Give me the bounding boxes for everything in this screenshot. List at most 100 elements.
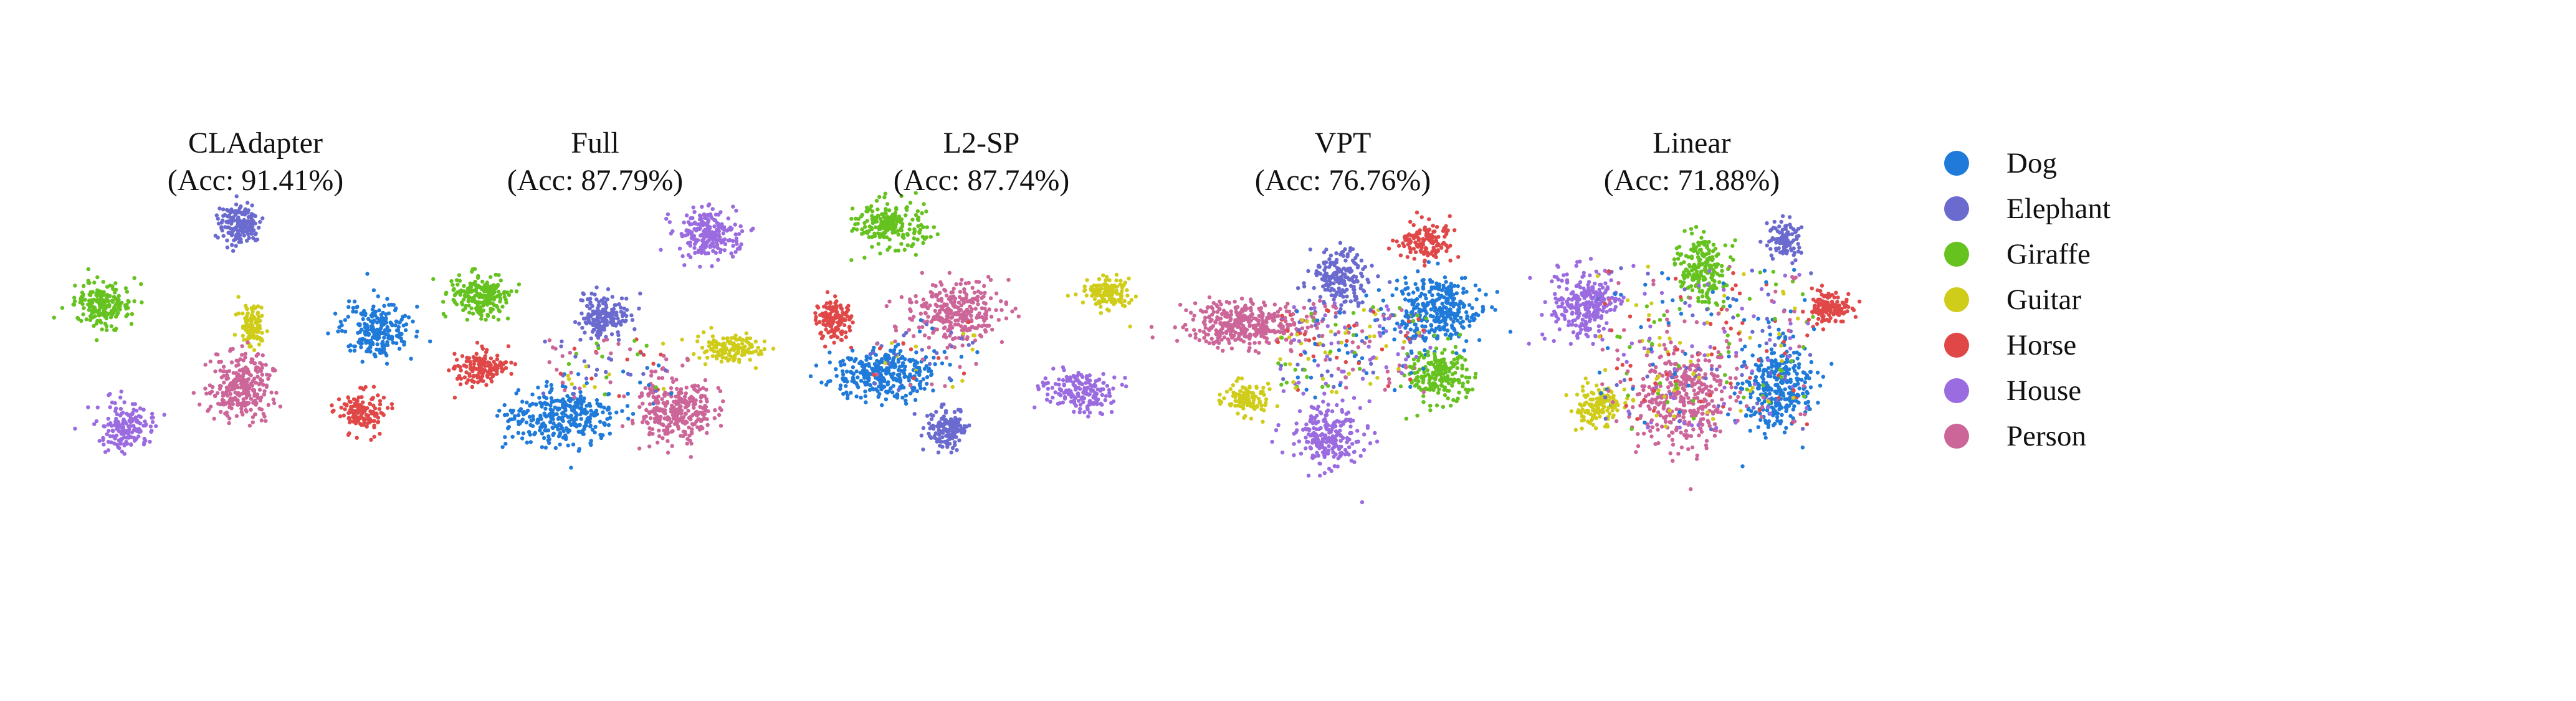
point-guitar	[259, 337, 264, 341]
point-dog	[371, 304, 376, 308]
point-horse	[368, 402, 372, 406]
point-giraffe	[882, 195, 887, 199]
point-guitar	[593, 385, 597, 389]
point-elephant	[225, 238, 229, 243]
point-person	[926, 315, 930, 319]
point-person	[675, 401, 680, 405]
point-house	[118, 440, 123, 444]
point-giraffe	[454, 278, 459, 282]
point-elephant	[940, 429, 944, 434]
point-person	[704, 388, 708, 392]
point-person	[1208, 319, 1213, 323]
point-dog	[374, 347, 379, 352]
point-dog	[360, 341, 364, 346]
point-guitar	[707, 344, 712, 348]
point-horse	[471, 355, 476, 360]
point-dog	[595, 401, 599, 406]
point-person	[272, 401, 277, 406]
point-person	[203, 363, 208, 367]
point-dog	[543, 446, 548, 450]
point-giraffe	[874, 225, 878, 229]
point-person	[973, 307, 978, 311]
point-house	[136, 434, 141, 439]
point-house	[710, 264, 714, 269]
point-house	[1076, 394, 1080, 398]
point-giraffe	[482, 300, 486, 304]
point-person	[1247, 341, 1252, 346]
point-horse	[366, 413, 371, 417]
point-house	[121, 419, 126, 423]
point-house	[685, 232, 690, 237]
point-giraffe	[449, 279, 454, 284]
point-horse	[1429, 236, 1433, 241]
point-person	[948, 333, 952, 338]
point-giraffe	[899, 194, 904, 198]
point-person	[1239, 318, 1244, 323]
point-dog	[854, 394, 859, 399]
point-person	[702, 394, 707, 398]
point-elephant	[1348, 266, 1352, 270]
point-dog	[359, 338, 364, 343]
point-guitar	[1133, 294, 1138, 298]
point-dog	[393, 308, 398, 313]
point-giraffe	[88, 314, 93, 318]
point-person	[666, 431, 670, 435]
point-dog	[844, 377, 848, 381]
point-person	[1010, 309, 1014, 313]
point-person	[917, 325, 922, 330]
point-elephant	[1334, 277, 1338, 282]
point-house	[130, 412, 135, 417]
point-dog	[824, 383, 829, 387]
point-house	[1085, 374, 1089, 378]
point-elephant	[588, 306, 592, 311]
point-giraffe	[893, 225, 898, 229]
point-giraffe	[912, 236, 917, 241]
point-giraffe	[600, 355, 604, 359]
point-person	[1211, 340, 1216, 345]
point-dog	[575, 424, 579, 429]
point-person	[206, 409, 210, 413]
point-giraffe	[924, 235, 928, 239]
point-person	[243, 355, 247, 360]
point-elephant	[933, 431, 938, 436]
point-dog	[584, 404, 589, 408]
point-elephant	[1348, 284, 1353, 288]
point-house	[1076, 385, 1081, 390]
point-dog	[567, 419, 571, 424]
point-giraffe	[862, 255, 867, 260]
point-guitar	[259, 305, 264, 310]
point-horse	[1401, 241, 1405, 246]
point-house	[127, 434, 131, 439]
point-person	[983, 328, 988, 332]
point-giraffe	[877, 194, 882, 199]
point-person	[219, 375, 224, 379]
point-elephant	[944, 434, 948, 438]
point-dog	[415, 329, 419, 334]
point-giraffe	[105, 304, 110, 309]
point-elephant	[1331, 275, 1335, 279]
point-person	[685, 437, 690, 441]
point-guitar	[707, 340, 712, 345]
point-house	[117, 421, 121, 426]
point-giraffe	[95, 275, 100, 280]
point-person	[982, 284, 986, 289]
point-dog	[625, 404, 630, 408]
point-dog	[548, 420, 553, 424]
point-giraffe	[139, 282, 143, 287]
point-elephant	[622, 312, 626, 317]
point-dog	[544, 384, 549, 388]
point-elephant	[581, 292, 586, 297]
point-person	[1286, 302, 1290, 306]
point-elephant	[1327, 278, 1332, 282]
point-guitar	[255, 310, 260, 315]
point-dog	[382, 346, 386, 351]
point-dog	[566, 415, 570, 419]
point-person	[555, 368, 559, 372]
point-dog	[872, 362, 877, 366]
point-dog	[828, 350, 832, 355]
point-horse	[381, 395, 386, 400]
point-person	[979, 291, 983, 295]
point-giraffe	[505, 317, 510, 321]
point-person	[1257, 313, 1261, 318]
point-giraffe	[451, 283, 455, 287]
